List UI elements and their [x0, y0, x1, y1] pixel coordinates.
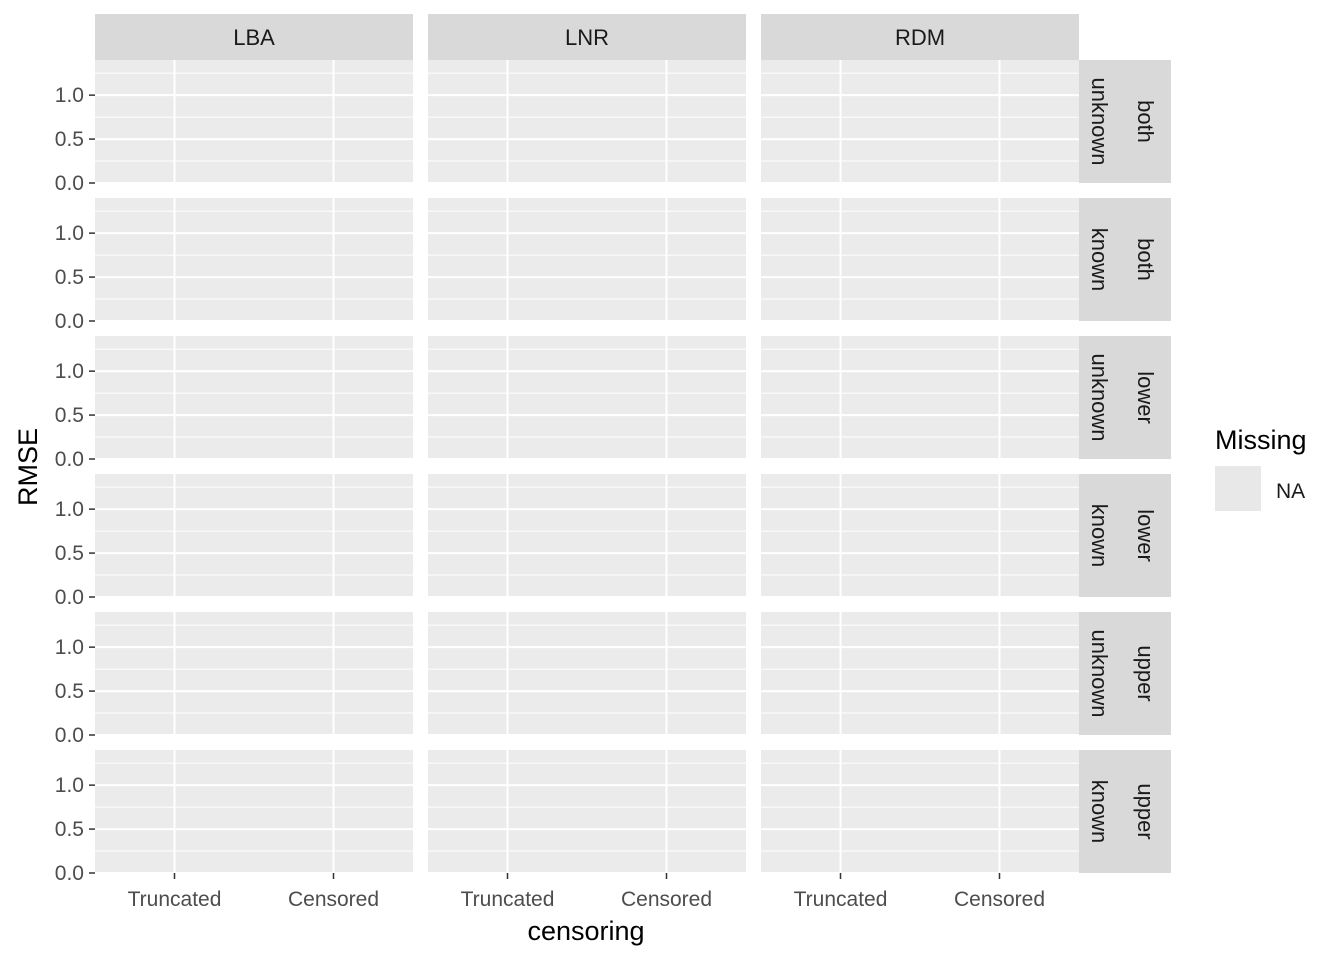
- panel-rdm-upper-unknown: [761, 612, 1079, 735]
- panel-rdm-lower-known: [761, 474, 1079, 597]
- panel-rdm-lower-unknown: [761, 336, 1079, 459]
- strip-right-upper-unknown: [1079, 612, 1171, 735]
- strip-right-label-top: lower: [1133, 509, 1158, 562]
- y-tick-label: 0.5: [55, 818, 84, 841]
- facet-panels: [95, 60, 1079, 874]
- strip-right-both-unknown: [1079, 60, 1171, 183]
- strip-right-lower-known: [1079, 474, 1171, 597]
- panel-lnr-upper-known: [428, 750, 746, 873]
- strip-right-label-top: upper: [1133, 645, 1158, 701]
- y-tick-label: 1.0: [55, 222, 84, 245]
- strip-right-upper-known: [1079, 750, 1171, 873]
- panel-lba-upper-unknown: [95, 612, 413, 735]
- x-tick-label: Censored: [288, 888, 379, 911]
- x-axis-title: censoring: [527, 916, 644, 946]
- y-tick-label: 0.0: [55, 724, 84, 747]
- strip-right-label-top: lower: [1133, 371, 1158, 424]
- panel-lba-lower-unknown: [95, 336, 413, 459]
- strip-top-label: RDM: [895, 25, 945, 50]
- y-tick-label: 0.5: [55, 266, 84, 289]
- panel-lnr-both-known: [428, 198, 746, 321]
- strip-right-label-bottom: known: [1087, 228, 1112, 292]
- y-tick-label: 0.0: [55, 586, 84, 609]
- strip-right-label-bottom: known: [1087, 504, 1112, 568]
- y-tick-label: 0.0: [55, 310, 84, 333]
- y-tick-label: 0.5: [55, 404, 84, 427]
- strip-right-label-bottom: unknown: [1087, 353, 1112, 441]
- facet-strips: LBA LNR RDM both unknown both known lower unknow…: [95, 14, 1171, 873]
- x-tick-label: Censored: [954, 888, 1045, 911]
- x-tick-label: Truncated: [461, 888, 555, 911]
- panel-lba-lower-known: [95, 474, 413, 597]
- legend-title: Missing: [1215, 425, 1307, 455]
- y-tick-label: 0.5: [55, 542, 84, 565]
- panel-lnr-lower-known: [428, 474, 746, 597]
- y-axis-title: RMSE: [13, 428, 43, 506]
- x-axes: Truncated Censored Truncated Censored Trunca…: [128, 873, 1045, 911]
- y-tick-label: 1.0: [55, 84, 84, 107]
- strip-right-label-bottom: known: [1087, 780, 1112, 844]
- panel-lba-both-known: [95, 198, 413, 321]
- panel-rdm-both-known: [761, 198, 1079, 321]
- panel-lba-both-unknown: [95, 60, 413, 183]
- strip-right-both-known: [1079, 198, 1171, 321]
- panel-lnr-upper-unknown: [428, 612, 746, 735]
- legend-key: [1215, 466, 1261, 511]
- legend: Missing NA: [1215, 425, 1307, 511]
- panel-rdm-both-unknown: [761, 60, 1079, 183]
- strip-right-label-top: both: [1133, 100, 1158, 143]
- strip-top-rdm: [761, 14, 1079, 60]
- panel-lba-upper-known: [95, 750, 413, 873]
- strip-right-lower-unknown: [1079, 336, 1171, 459]
- panel-lnr-lower-unknown: [428, 336, 746, 459]
- strip-right-label-top: both: [1133, 238, 1158, 281]
- y-tick-label: 1.0: [55, 636, 84, 659]
- y-tick-label: 0.0: [55, 172, 84, 195]
- y-tick-label: 0.5: [55, 128, 84, 151]
- strip-right-label-top: upper: [1133, 783, 1158, 839]
- x-tick-label: Truncated: [794, 888, 888, 911]
- y-tick-label: 1.0: [55, 498, 84, 521]
- strip-top-lba: [95, 14, 413, 60]
- y-tick-label: 1.0: [55, 774, 84, 797]
- y-tick-label: 0.5: [55, 680, 84, 703]
- strip-top-label: LBA: [233, 25, 275, 50]
- panel-lnr-both-unknown: [428, 60, 746, 183]
- y-tick-label: 1.0: [55, 360, 84, 383]
- legend-entry-label: NA: [1276, 480, 1305, 503]
- x-tick-label: Censored: [621, 888, 712, 911]
- y-tick-label: 0.0: [55, 862, 84, 885]
- strip-top-lnr: [428, 14, 746, 60]
- strip-right-label-bottom: unknown: [1087, 629, 1112, 717]
- x-tick-label: Truncated: [128, 888, 222, 911]
- y-axes: 0.0 0.5 1.0 0.0 0.5 1.0 0.0 0.5 1.0 0.0 0.5 1.0 0.0 0…: [55, 84, 95, 885]
- y-tick-label: 0.0: [55, 448, 84, 471]
- strip-top-label: LNR: [565, 25, 609, 50]
- panel-rdm-upper-known: [761, 750, 1079, 873]
- strip-right-label-bottom: unknown: [1087, 77, 1112, 165]
